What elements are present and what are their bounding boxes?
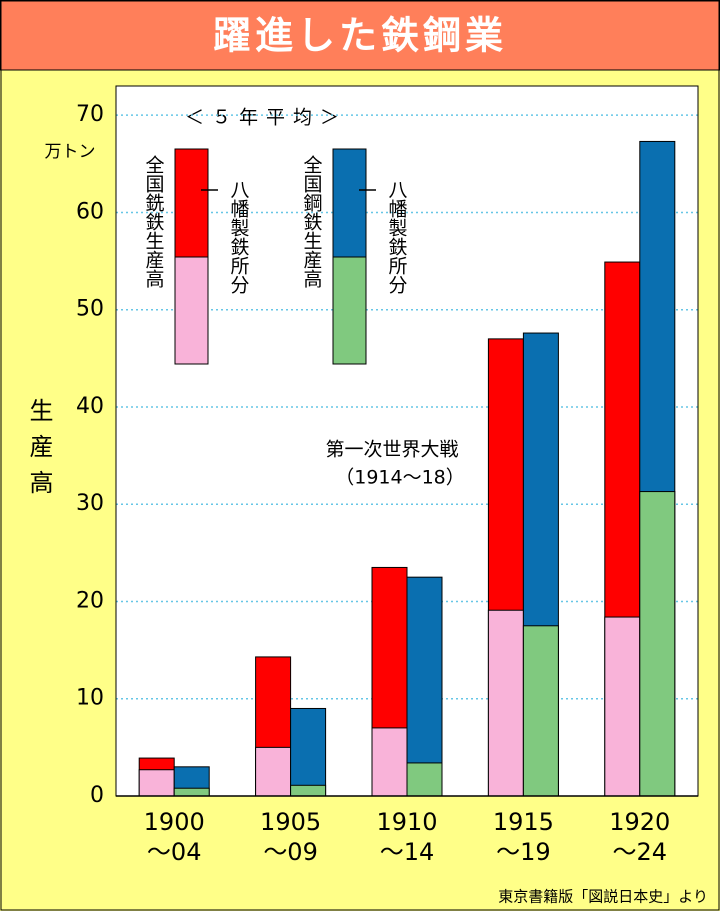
- bar: [371, 727, 408, 797]
- y-axis-label: 生産高: [25, 398, 53, 506]
- legend-swatch: [332, 148, 367, 258]
- plot-border: [115, 85, 699, 797]
- title-banner: [0, 0, 720, 71]
- legend-swatch: [174, 256, 209, 365]
- annotation: 第一次世界大戦: [325, 439, 458, 461]
- y-tick-label: 30: [76, 491, 104, 516]
- x-tick-label: 1905: [260, 808, 321, 836]
- bar: [406, 762, 443, 797]
- y-tick-label: 10: [76, 686, 104, 711]
- chart-title: 躍進した鉄鋼業: [213, 14, 507, 58]
- x-tick-label: ～24: [613, 838, 668, 866]
- legend-label: 全国鋼鉄生産高: [301, 155, 323, 288]
- bar: [406, 576, 443, 797]
- x-tick-label: ～19: [496, 838, 551, 866]
- legend-label: 八幡製鉄所分: [228, 180, 250, 294]
- x-tick-label: ～04: [147, 838, 202, 866]
- bar: [255, 746, 292, 797]
- y-tick-label: 40: [76, 394, 104, 419]
- bar: [487, 609, 524, 797]
- legend-swatch: [174, 148, 209, 258]
- source: 東京書籍版「図説日本史」より: [498, 888, 708, 906]
- legend-title: ＜５年平均＞: [185, 107, 347, 129]
- legend-swatch: [332, 256, 367, 365]
- bar: [290, 784, 327, 797]
- bar: [290, 707, 327, 797]
- x-tick-label: 1910: [376, 808, 437, 836]
- x-tick-label: ～14: [380, 838, 435, 866]
- y-unit: 万トン: [45, 142, 96, 162]
- legend-label: 全国銑鉄生産高: [143, 155, 165, 288]
- y-tick-label: 70: [76, 102, 104, 127]
- y-tick-label: 0: [90, 783, 104, 808]
- x-tick-label: 1900: [144, 808, 205, 836]
- y-tick-label: 20: [76, 588, 104, 613]
- x-tick-label: 1920: [609, 808, 670, 836]
- bar: [522, 625, 559, 797]
- y-tick-label: 60: [76, 199, 104, 224]
- bar: [138, 769, 175, 797]
- bar: [173, 787, 210, 797]
- annotation: （1914～18）: [335, 467, 465, 489]
- legend-label: 八幡製鉄所分: [386, 180, 408, 294]
- bar: [639, 491, 676, 797]
- x-tick-label: ～09: [263, 838, 318, 866]
- y-tick-label: 50: [76, 297, 104, 322]
- x-tick-label: 1915: [493, 808, 554, 836]
- bar: [604, 616, 641, 797]
